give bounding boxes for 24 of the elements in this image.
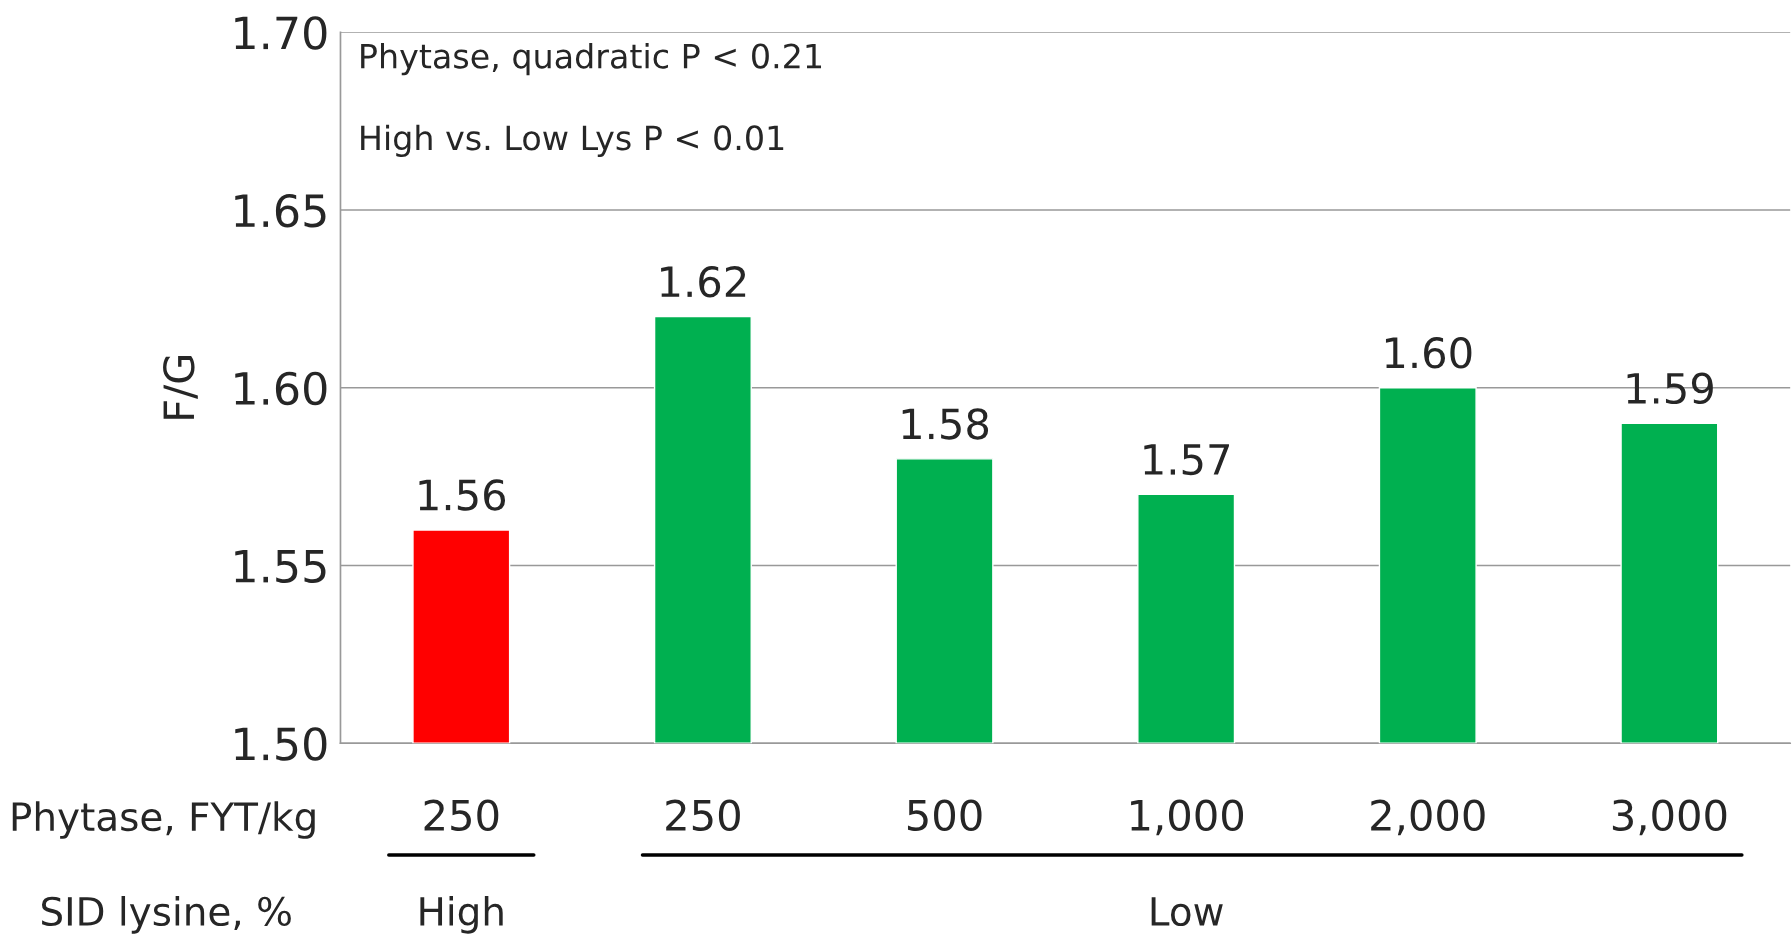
x-tick-label: 2,000 — [1371, 799, 1485, 836]
y-axis-title: F/G — [163, 356, 198, 419]
text: SID lysine, % — [41, 896, 291, 934]
x-tick-label: 3,000 — [1612, 799, 1727, 836]
x-tick-label: 250 — [424, 799, 499, 832]
y-tick-label: 1.70 — [235, 16, 327, 50]
data-label: 1.58 — [902, 408, 989, 440]
data-label: 1.62 — [661, 265, 746, 298]
y-tick-label: 1.50 — [235, 727, 327, 761]
annotation: Phytase, quadratic P < 0.21 — [361, 42, 822, 76]
data-label: 1.59 — [1627, 372, 1713, 405]
data-label: 1.56 — [419, 479, 506, 511]
text: Low — [1151, 897, 1223, 927]
y-tick-label: 1.65 — [235, 193, 326, 228]
annotation: High vs. Low Lys P < 0.01 — [361, 124, 784, 157]
data-label: 1.57 — [1144, 444, 1229, 476]
x-tick-label: 500 — [907, 799, 982, 832]
x-tick-label: 1,000 — [1131, 799, 1244, 836]
y-tick-label: 1.60 — [235, 371, 327, 406]
y-tick-label: 1.55 — [235, 549, 326, 583]
x-tick-label: 250 — [666, 799, 740, 832]
x-axis-title: Phytase, FYT/kg — [12, 801, 315, 839]
text: High — [420, 896, 503, 934]
data-label: 1.60 — [1385, 337, 1472, 369]
